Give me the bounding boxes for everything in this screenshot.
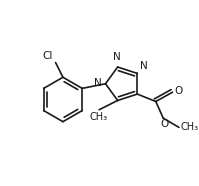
Text: N: N: [140, 61, 148, 71]
Text: O: O: [174, 86, 182, 96]
Text: CH₃: CH₃: [89, 113, 107, 123]
Text: N: N: [94, 78, 102, 88]
Text: N: N: [113, 52, 121, 62]
Text: O: O: [160, 119, 168, 129]
Text: Cl: Cl: [42, 51, 53, 61]
Text: CH₃: CH₃: [181, 122, 199, 132]
